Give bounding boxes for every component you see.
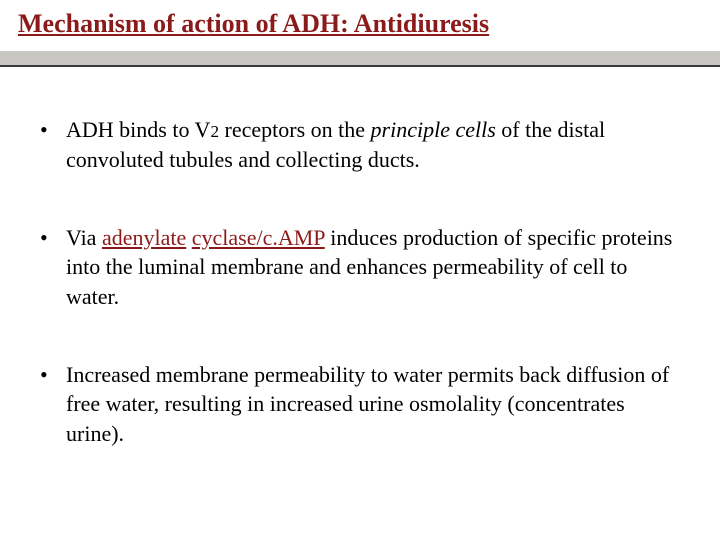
bullet-item: • ADH binds to V2 receptors on the princ… (40, 115, 680, 174)
slide-title: Mechanism of action of ADH: Antidiuresis (18, 8, 702, 39)
bullet-item: • Increased membrane permeability to wat… (40, 360, 680, 449)
bullet-marker-icon: • (40, 223, 66, 312)
title-rule (0, 51, 720, 67)
body-region: • ADH binds to V2 receptors on the princ… (0, 67, 720, 449)
title-region: Mechanism of action of ADH: Antidiuresis (0, 0, 720, 39)
bullet-marker-icon: • (40, 115, 66, 174)
bullet-marker-icon: • (40, 360, 66, 449)
bullet-item: • Via adenylate cyclase/c.AMP induces pr… (40, 223, 680, 312)
bullet-text: ADH binds to V2 receptors on the princip… (66, 115, 680, 174)
rule-gray (0, 51, 720, 65)
slide: { "title": "Mechanism of action of ADH: … (0, 0, 720, 540)
bullet-text: Via adenylate cyclase/c.AMP induces prod… (66, 223, 680, 312)
bullet-text: Increased membrane permeability to water… (66, 360, 680, 449)
